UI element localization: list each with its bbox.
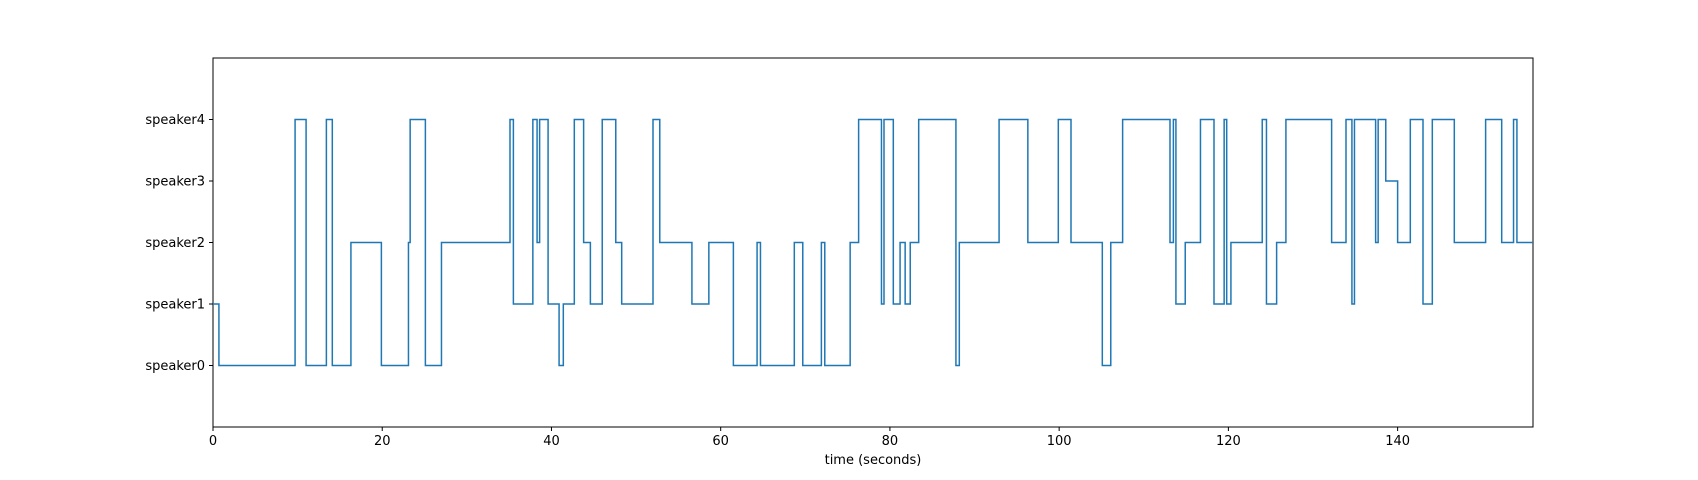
- y-tick-label: speaker1: [145, 298, 205, 313]
- x-tick-label: 20: [374, 434, 391, 449]
- x-tick-label: 40: [543, 434, 560, 449]
- x-tick-label: 0: [209, 434, 217, 449]
- x-tick-label: 120: [1216, 434, 1241, 449]
- y-axis: speaker0 speaker1 speaker2 speaker3 speaker4: [145, 113, 213, 374]
- y-tick-label: speaker2: [145, 236, 205, 251]
- x-tick-label: 100: [1047, 434, 1072, 449]
- series-line-0: [213, 118, 1533, 367]
- y-tick-label: speaker0: [145, 359, 205, 374]
- x-tick-label: 140: [1385, 434, 1410, 449]
- x-tick-label: 80: [882, 434, 899, 449]
- series-layer: [213, 118, 1533, 367]
- y-tick-label: speaker3: [145, 175, 205, 190]
- x-axis-label: time (seconds): [825, 453, 922, 468]
- y-tick-label: speaker4: [145, 113, 205, 128]
- x-tick-label: 60: [712, 434, 729, 449]
- x-axis: 0 20 40 60 80 100 120 140: [209, 427, 1410, 449]
